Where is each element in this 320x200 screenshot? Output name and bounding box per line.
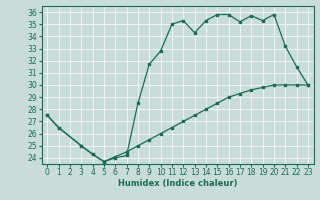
- X-axis label: Humidex (Indice chaleur): Humidex (Indice chaleur): [118, 179, 237, 188]
